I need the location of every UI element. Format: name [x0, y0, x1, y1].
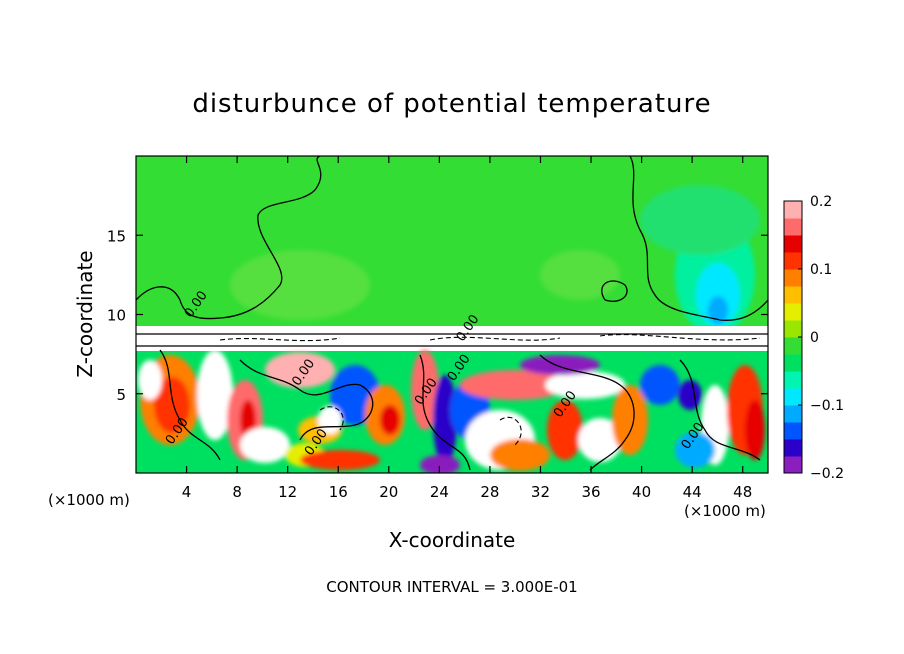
colorbar-swatch: [784, 354, 802, 372]
colorbar-axis: 0.2 0.1 0 −0.1 −0.2: [798, 194, 844, 482]
colorbar-tick-label: −0.1: [810, 398, 844, 414]
contour-lines: [136, 156, 768, 471]
x-tick-label: 48: [733, 483, 752, 501]
x-tick-label: 12: [278, 483, 297, 501]
upper-field-variations: [230, 185, 760, 335]
y-axis-title: Z-coordinate: [73, 250, 97, 377]
colorbar-swatch: [784, 252, 802, 270]
contour-interval-note: CONTOUR INTERVAL = 3.000E-01: [326, 578, 577, 596]
x-tick-label: 36: [581, 483, 600, 501]
contour-lines-dashed: [219, 334, 761, 446]
chart-title: disturbunce of potential temperature: [192, 89, 711, 119]
colorbar-swatch: [784, 218, 802, 236]
colorbar-tick-label: 0.2: [810, 194, 832, 210]
colorbar-swatch: [784, 388, 802, 406]
x-tick-label: 16: [329, 483, 348, 501]
colorbar-swatch: [784, 286, 802, 304]
x-tick-label: 4: [182, 483, 192, 501]
y-axis: 5 10 15: [107, 227, 768, 404]
x-tick-label: 44: [683, 483, 702, 501]
colorbar-swatch: [784, 235, 802, 253]
colorbar: [783, 200, 803, 474]
colorbar-swatch: [784, 201, 802, 219]
colorbar-swatch: [784, 320, 802, 338]
x-tick-label: 40: [632, 483, 651, 501]
x-tick-label: 20: [379, 483, 398, 501]
x-tick-label: 8: [232, 483, 242, 501]
colorbar-tick-label: 0.1: [810, 262, 832, 278]
turbulence-blobs: [138, 350, 765, 473]
colorbar-swatch: [784, 371, 802, 389]
colorbar-tick-label: −0.2: [810, 466, 844, 482]
y-tick-label: 5: [116, 386, 126, 404]
colorbar-swatch: [784, 269, 802, 287]
x-tick-label: 24: [430, 483, 449, 501]
x-axis-title: X-coordinate: [389, 528, 516, 552]
x-axis: 4 8 12 16 20 24 28 32 36 40 44 48: [182, 156, 752, 501]
colorbar-swatch: [784, 337, 802, 355]
colorbar-swatch: [784, 439, 802, 457]
plot-area: 0.000.000.00 0.000.000.000.000.000.00: [136, 156, 768, 473]
x-tick-label: 28: [480, 483, 499, 501]
x-unit-label-right: (×1000 m): [684, 502, 766, 520]
colorbar-swatch: [784, 405, 802, 423]
x-tick-label: 32: [531, 483, 550, 501]
colorbar-swatch: [784, 422, 802, 440]
x-unit-label: (×1000 m): [48, 491, 130, 509]
y-tick-label: 15: [107, 227, 126, 245]
colorbar-swatch: [784, 456, 802, 474]
colorbar-swatch: [784, 303, 802, 321]
colorbar-tick-label: 0: [810, 330, 819, 346]
y-tick-label: 10: [107, 307, 126, 325]
inversion-band: [136, 326, 768, 352]
